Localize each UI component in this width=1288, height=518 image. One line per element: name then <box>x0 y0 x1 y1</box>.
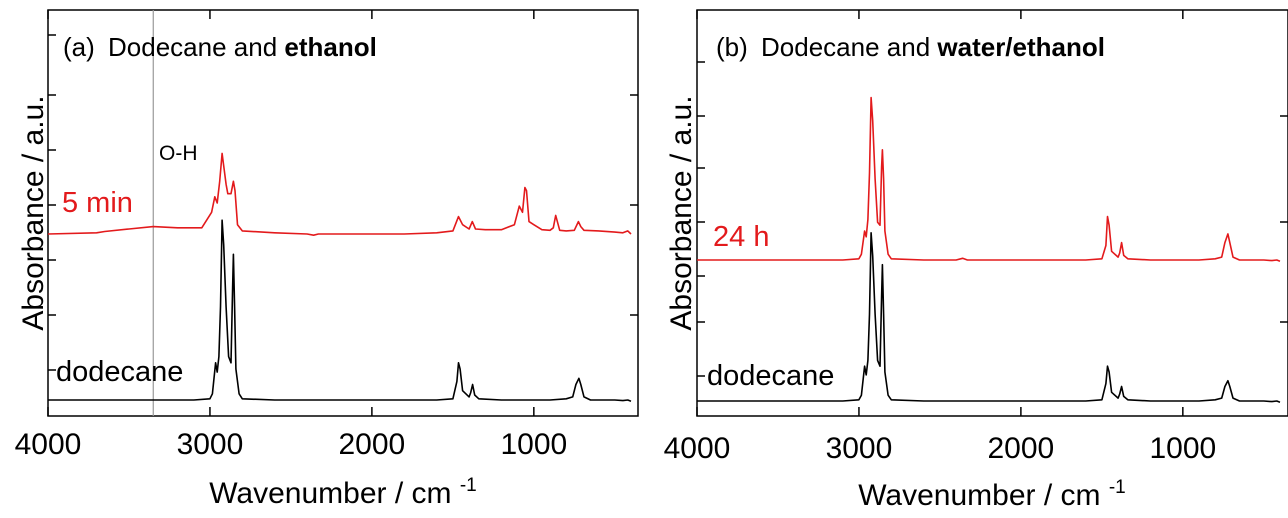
series-label-dodecane-b: dodecane <box>707 360 834 392</box>
series-line-sample <box>697 96 1281 262</box>
x-tick-label: 1000 <box>500 428 567 461</box>
series-label-dodecane-a: dodecane <box>56 356 183 388</box>
series-line-dodecane <box>697 232 1281 403</box>
x-tick-label: 4000 <box>15 428 82 461</box>
x-tick-label: 4000 <box>664 432 731 465</box>
panel-b-series <box>697 96 1281 403</box>
x-tick-label: 2000 <box>339 428 406 461</box>
panel-a: 4000 3000 2000 1000 (a) Dodecane and ethano… <box>15 9 639 510</box>
panel-a-title: (a) Dodecane and ethanol <box>63 32 377 62</box>
panel-a-xlabel-sup: -1 <box>460 475 477 496</box>
panel-a-title-text: Dodecane and <box>108 32 284 62</box>
panel-a-label: (a) <box>63 32 95 62</box>
panel-b-ylabel: Absorbance / a.u. <box>665 95 698 330</box>
panel-b-title-text: Dodecane and <box>761 32 937 62</box>
panel-b-ticks: 4000 3000 2000 1000 <box>664 10 1288 465</box>
panel-b-title-bold: water/ethanol <box>936 32 1105 62</box>
panel-a-ylabel: Absorbance / a.u. <box>17 95 50 330</box>
x-tick-label: 2000 <box>988 432 1055 465</box>
panel-a-frame <box>47 9 639 417</box>
oh-annotation: O-H <box>159 142 198 165</box>
panel-b-xlabel: Wavenumber / cm -1 <box>858 477 1126 512</box>
x-tick-label: 3000 <box>177 428 244 461</box>
series-line-sample <box>47 152 632 236</box>
panel-b-frame <box>696 9 1288 417</box>
panel-a-xlabel-text: Wavenumber / cm <box>209 477 451 510</box>
series-label-24h: 24 h <box>713 221 769 253</box>
panel-b: 4000 3000 2000 1000 (b) Dodecane and water/… <box>664 9 1288 512</box>
x-tick-label: 3000 <box>826 432 893 465</box>
panel-b-xlabel-sup: -1 <box>1109 477 1126 498</box>
panel-b-title: (b) Dodecane and water/ethanol <box>716 32 1105 62</box>
x-tick-label: 1000 <box>1149 432 1216 465</box>
panel-a-series <box>47 152 632 402</box>
series-line-dodecane <box>48 219 632 402</box>
panel-a-ticks: 4000 3000 2000 1000 <box>15 10 638 461</box>
series-label-5min: 5 min <box>62 187 133 219</box>
panel-a-title-bold: ethanol <box>284 32 376 62</box>
panel-a-xlabel: Wavenumber / cm -1 <box>209 475 477 510</box>
panel-b-label: (b) <box>716 32 748 62</box>
panel-b-xlabel-text: Wavenumber / cm <box>858 479 1100 512</box>
